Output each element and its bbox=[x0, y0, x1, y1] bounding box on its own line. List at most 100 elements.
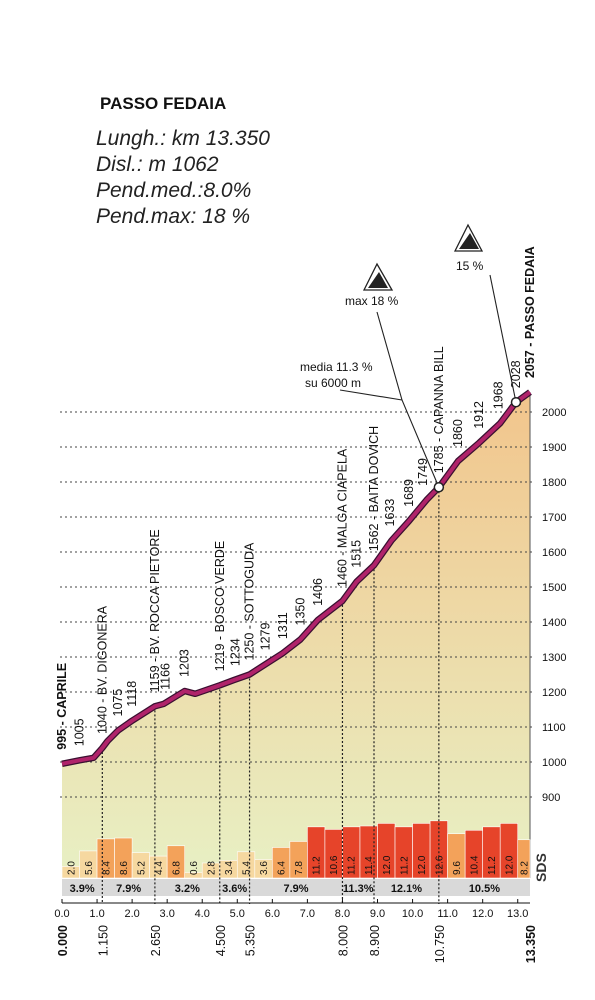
section-average-label: 3.2% bbox=[175, 883, 200, 895]
km-marker-label: 4.500 bbox=[214, 925, 228, 956]
gradient-bar-label: 2.0 bbox=[66, 861, 77, 875]
km-marker-label: 2.650 bbox=[149, 925, 163, 956]
media-label-line2: su 6000 m bbox=[305, 376, 361, 390]
x-tick-label: 3.0 bbox=[160, 908, 175, 920]
elevation-label: 1562 - BAITA DOVICH bbox=[367, 426, 381, 552]
x-tick-label: 0.0 bbox=[54, 908, 69, 920]
section-average-label: 7.9% bbox=[116, 883, 141, 895]
x-tick-label: 1.0 bbox=[89, 908, 104, 920]
stat-average-gradient: Pend.med.:8.0% bbox=[96, 179, 251, 202]
x-axis-ticks: 0.0 1.0 2.0 3.0 4.0 5.0 6.0 7.0 8.0 9.0 10.0 11.0 12… bbox=[54, 899, 530, 920]
elevation-label: 995 - CAPRILE bbox=[55, 663, 69, 750]
profile-line bbox=[61, 389, 532, 767]
elevation-gridlines bbox=[60, 411, 532, 798]
elevation-labels: 995 - CAPRILE 1005 1040 - BV. DIGONERA 1075… bbox=[55, 246, 537, 749]
elevation-label: 1159 - BV. ROCCA PIETORE bbox=[148, 529, 162, 692]
gradient-bar-label: 11.2 bbox=[399, 856, 410, 875]
stat-max-gradient: Pend.max: 18 % bbox=[96, 205, 250, 228]
gradient-bar-label: 8.2 bbox=[519, 861, 530, 875]
x-tick-label: 10.0 bbox=[402, 908, 423, 920]
gradient-bar bbox=[166, 845, 185, 879]
gradient-bar bbox=[517, 839, 531, 879]
gradient-bar-label: 12.6 bbox=[434, 855, 445, 875]
gradient-bar-label: 11.2 bbox=[312, 856, 323, 875]
gradient-bar-label: 9.6 bbox=[452, 861, 463, 875]
max-gradient-label: max 18 % bbox=[345, 294, 399, 308]
profile-line-stroke bbox=[61, 390, 532, 766]
elevation-label: 1219 - BOSCO VERDE bbox=[213, 541, 227, 672]
gradient-bar-label: 12.0 bbox=[504, 855, 515, 875]
gradient-bar-label: 7.8 bbox=[294, 861, 305, 875]
x-tick-label: 8.0 bbox=[335, 908, 350, 920]
gradient-bar-label: 6.4 bbox=[277, 861, 288, 875]
steep-warning-icon-max bbox=[362, 262, 394, 291]
stat-elevation-gain: Disl.: m 1062 bbox=[96, 153, 219, 176]
gradient-bar-label: 8.6 bbox=[119, 861, 130, 875]
annotation-point bbox=[510, 396, 522, 408]
gradient-bar-label: 5.4 bbox=[242, 861, 253, 875]
x-tick-label: 5.0 bbox=[230, 908, 245, 920]
km-marker-label: 0.000 bbox=[56, 925, 70, 956]
profile-area bbox=[62, 392, 531, 878]
gradient-bar-label: 0.6 bbox=[189, 861, 200, 875]
media-pointer-line bbox=[339, 389, 403, 401]
gradient-bar-label: 5.6 bbox=[84, 861, 95, 875]
gradient-bar-label: 12.0 bbox=[417, 855, 428, 875]
elevation-label: 1689 bbox=[402, 479, 416, 507]
gradient-bar-label: 10.6 bbox=[329, 855, 340, 875]
y-tick-label: 1700 bbox=[542, 512, 566, 524]
section-average-label: 12.1% bbox=[391, 883, 422, 895]
steep-gradient-label: 15 % bbox=[456, 259, 484, 273]
media-label-line1: media 11.3 % bbox=[300, 360, 373, 374]
gradient-bar-label: 4.4 bbox=[154, 861, 165, 875]
section-average-label: 10.5% bbox=[469, 883, 500, 895]
km-marker-label: 8.900 bbox=[368, 925, 382, 956]
sds-logo: SDS bbox=[533, 853, 549, 882]
section-average-label: 11.3% bbox=[343, 883, 374, 895]
x-tick-label: 13.0 bbox=[507, 908, 528, 920]
km-marker-label: 5.350 bbox=[244, 925, 258, 956]
section-band-bg bbox=[62, 879, 530, 896]
section-average-label: 7.9% bbox=[283, 883, 308, 895]
elevation-label: 1250 - SOTTOGUDA bbox=[243, 542, 257, 661]
y-tick-label: 2000 bbox=[542, 407, 566, 419]
elevation-label: 1166 bbox=[158, 663, 172, 690]
elevation-label: 1040 - BV. DIGONERA bbox=[95, 605, 109, 734]
gradient-bar-label: 5.2 bbox=[136, 861, 147, 875]
elevation-label: 1005 bbox=[73, 718, 87, 746]
y-tick-label: 1500 bbox=[542, 582, 566, 594]
elevation-label: 2028 bbox=[509, 360, 523, 388]
y-axis-ticks: 900 1000 1100 1200 1300 1400 1500 1600 1700 1800 1… bbox=[542, 407, 566, 804]
chart-title: PASSO FEDAIA bbox=[100, 94, 226, 113]
profile-fill bbox=[62, 392, 530, 878]
y-tick-label: 900 bbox=[542, 792, 560, 804]
gradient-bar-label: 8.4 bbox=[101, 861, 112, 875]
gradient-bar-label: 11.2 bbox=[487, 856, 498, 875]
annotation-point bbox=[433, 482, 445, 493]
elevation-label: 1279 bbox=[258, 622, 272, 650]
gradient-bar-label: 3.6 bbox=[259, 861, 270, 875]
elevation-label: 1785 - CAPANNA BILL bbox=[432, 346, 446, 473]
y-tick-label: 1200 bbox=[542, 687, 566, 699]
steep-warning-icon-15 bbox=[453, 223, 484, 252]
stat-length: Lungh.: km 13.350 bbox=[96, 127, 270, 150]
annotations: max 18 % 15 % media 11.3 % su 6000 m bbox=[300, 223, 522, 493]
y-tick-label: 1800 bbox=[542, 477, 566, 489]
gradient-bar-label: 11.2 bbox=[347, 856, 358, 875]
gradient-bar-label: 3.4 bbox=[224, 861, 235, 875]
elevation-label: 1075 bbox=[111, 689, 125, 717]
km-marker-label: 1.150 bbox=[96, 925, 110, 956]
elevation-label: 1460 - MALGA CIAPELA bbox=[335, 448, 349, 587]
elevation-label: 1912 bbox=[472, 401, 486, 429]
elevation-label: 1406 bbox=[311, 578, 325, 606]
y-tick-label: 1100 bbox=[542, 722, 566, 734]
y-tick-label: 1900 bbox=[542, 442, 566, 454]
gradient-bar-label: 10.4 bbox=[469, 855, 480, 875]
x-tick-label: 11.0 bbox=[437, 908, 458, 920]
km-marker-label: 13.350 bbox=[524, 925, 538, 963]
gradient-bar-label: 2.8 bbox=[206, 861, 217, 875]
x-tick-label: 12.0 bbox=[472, 908, 493, 920]
y-tick-label: 1400 bbox=[542, 617, 566, 629]
section-average-band: 3.9% 7.9% 3.2% 3.6% 7.9% 11.3% 12.1% 10.5% bbox=[62, 487, 530, 904]
